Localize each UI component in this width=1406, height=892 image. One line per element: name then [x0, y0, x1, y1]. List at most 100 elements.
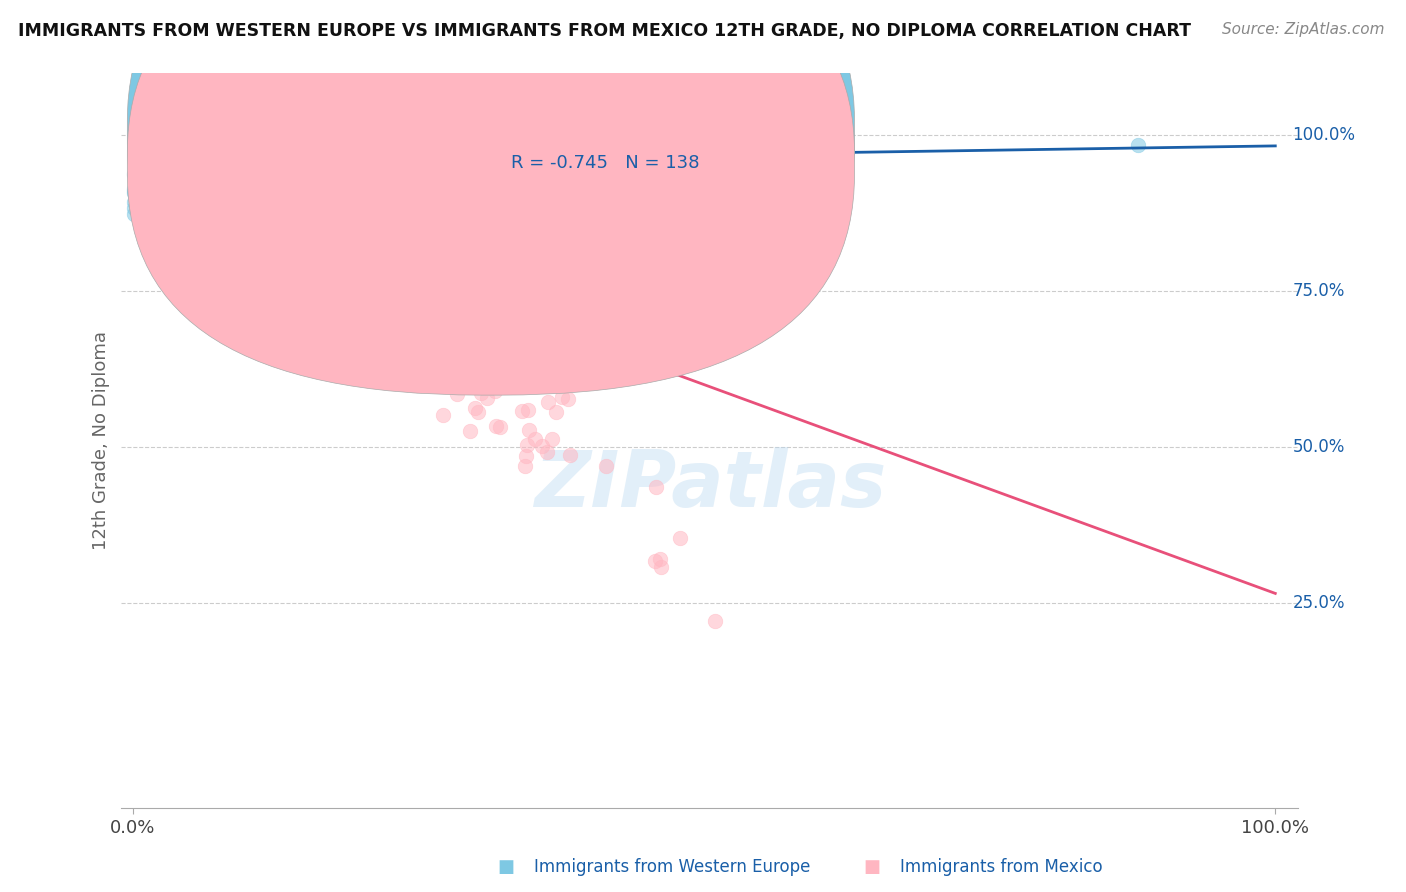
Point	[415, 332, 437, 346]
Point	[402, 310, 425, 324]
Point	[288, 220, 311, 235]
Point	[595, 458, 617, 473]
Point	[166, 148, 188, 162]
Point	[128, 172, 150, 186]
Point	[205, 155, 228, 169]
Point	[176, 145, 198, 160]
Point	[191, 164, 214, 178]
Text: Source: ZipAtlas.com: Source: ZipAtlas.com	[1222, 22, 1385, 37]
Point	[312, 240, 335, 254]
Point	[291, 206, 314, 220]
Point	[128, 128, 150, 143]
Point	[434, 327, 457, 342]
Point	[195, 187, 218, 202]
Point	[239, 219, 262, 233]
Point	[370, 336, 392, 351]
FancyBboxPatch shape	[128, 0, 855, 395]
Point	[650, 560, 672, 574]
Point	[304, 228, 326, 243]
Text: 25.0%: 25.0%	[1292, 594, 1346, 612]
Point	[307, 310, 329, 324]
Point	[373, 281, 395, 295]
Point	[513, 459, 536, 474]
Point	[451, 368, 474, 382]
Point	[122, 194, 145, 209]
Point	[249, 213, 271, 227]
Text: ■: ■	[863, 858, 880, 876]
Point	[209, 182, 232, 196]
Point	[172, 166, 194, 180]
Point	[218, 165, 240, 179]
Point	[238, 148, 260, 162]
Point	[228, 270, 250, 285]
Point	[122, 167, 145, 181]
Point	[236, 152, 259, 166]
Point	[128, 128, 150, 143]
Point	[432, 408, 454, 422]
Point	[266, 175, 288, 189]
Point	[269, 238, 291, 252]
Point	[489, 419, 512, 434]
Text: R = -0.745   N = 138: R = -0.745 N = 138	[510, 154, 699, 172]
Point	[342, 281, 364, 295]
Point	[283, 238, 305, 252]
Point	[357, 293, 380, 308]
Point	[262, 228, 284, 243]
Text: IMMIGRANTS FROM WESTERN EUROPE VS IMMIGRANTS FROM MEXICO 12TH GRADE, NO DIPLOMA : IMMIGRANTS FROM WESTERN EUROPE VS IMMIGR…	[18, 22, 1191, 40]
Point	[202, 184, 225, 198]
Point	[271, 248, 294, 262]
Point	[381, 321, 404, 335]
Point	[377, 351, 399, 365]
Point	[644, 554, 666, 568]
Point	[704, 615, 727, 629]
Point	[311, 226, 333, 240]
Point	[418, 340, 440, 354]
Point	[301, 255, 323, 269]
Point	[188, 145, 211, 159]
Text: R =  0.438    N =  49: R = 0.438 N = 49	[510, 123, 699, 141]
Point	[122, 184, 145, 198]
Point	[208, 167, 231, 181]
Point	[474, 370, 496, 384]
Point	[412, 337, 434, 351]
Point	[382, 366, 405, 380]
Point	[328, 262, 350, 277]
Point	[316, 341, 339, 355]
Point	[517, 402, 540, 417]
Point	[183, 177, 205, 191]
Point	[179, 142, 201, 156]
Point	[420, 366, 443, 380]
Text: Immigrants from Mexico: Immigrants from Mexico	[900, 858, 1102, 876]
Point	[560, 448, 582, 462]
Point	[396, 301, 419, 316]
Point	[128, 128, 150, 143]
Point	[191, 128, 214, 143]
Point	[128, 132, 150, 146]
Point	[259, 238, 281, 252]
Text: 75.0%: 75.0%	[1292, 282, 1344, 300]
Point	[156, 175, 179, 189]
Point	[253, 212, 276, 227]
Point	[416, 332, 439, 346]
Point	[128, 128, 150, 143]
Point	[354, 285, 377, 300]
Point	[128, 128, 150, 143]
Point	[446, 386, 468, 401]
Point	[399, 318, 422, 333]
Point	[460, 425, 482, 439]
Y-axis label: 12th Grade, No Diploma: 12th Grade, No Diploma	[93, 331, 110, 550]
Point	[354, 291, 377, 305]
Point	[541, 432, 564, 446]
Point	[381, 301, 404, 315]
Point	[181, 161, 204, 175]
Point	[450, 374, 472, 388]
Point	[172, 176, 194, 190]
Point	[122, 201, 145, 215]
Text: 100.0%: 100.0%	[1292, 127, 1355, 145]
Point	[128, 128, 150, 143]
Point	[122, 207, 145, 221]
Point	[447, 375, 470, 389]
Point	[269, 251, 291, 265]
Point	[467, 404, 489, 418]
Point	[179, 172, 201, 186]
